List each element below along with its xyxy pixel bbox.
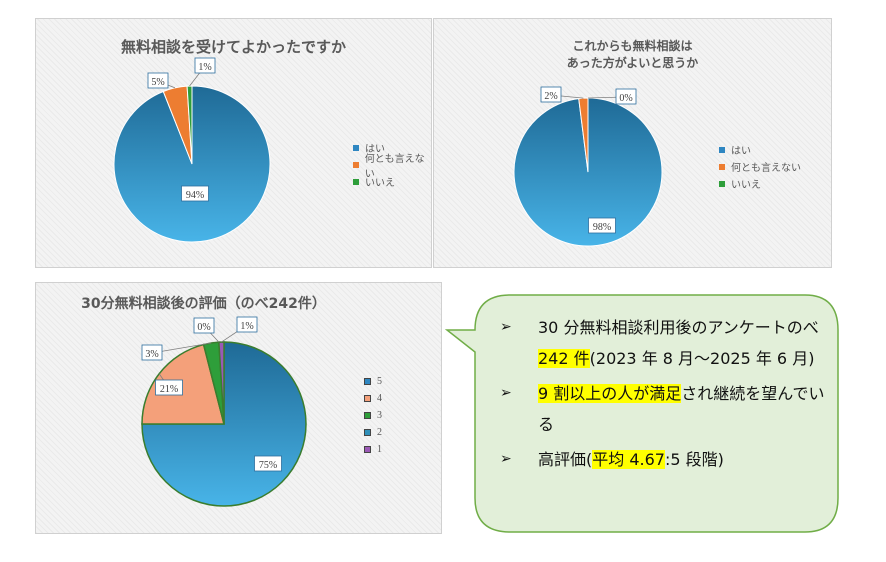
legend-label: 何とも言えない <box>731 163 801 174</box>
legend-swatch <box>353 178 359 185</box>
legend-swatch <box>353 161 359 168</box>
data-label-box <box>588 217 616 234</box>
legend-item: 1 <box>364 441 382 458</box>
legend-label: はい <box>731 146 751 157</box>
legend-swatch <box>364 412 371 419</box>
data-label-box <box>141 344 163 361</box>
legend-item: はい <box>719 141 801 158</box>
data-label: 75% <box>259 460 277 471</box>
chart-title: 無料相談を受けてよかったですか <box>120 38 346 56</box>
summary-text-segment: :5 段階) <box>664 450 724 469</box>
legend-label: 1 <box>377 444 382 455</box>
summary-text-segment: (2023 年 8 月～2025 年 6 月) <box>589 349 815 368</box>
summary-text-segment: され継続を望んでいる <box>538 384 825 434</box>
bullet-arrow-icon: ➢ <box>500 319 512 335</box>
legend-item: いいえ <box>719 175 801 192</box>
legend-swatch <box>364 395 371 402</box>
chart-legend: はい 何とも言えない いいえ <box>353 139 431 190</box>
legend-label: 2 <box>377 427 382 438</box>
legend-item: 何とも言えない <box>353 154 431 180</box>
pie-chart-rating: 75% 21% 3% 0% 1% <box>141 316 307 507</box>
legend-item: 3 <box>364 407 382 424</box>
data-label-box <box>147 72 169 89</box>
data-label-box <box>254 455 282 472</box>
pie-slice-1 <box>218 341 225 425</box>
legend-label: 3 <box>377 410 382 421</box>
chart-panel-3: 30分無料相談後の評価（のべ242件） 75% 21% 3% 0% 1% 5 4 3 2 1 <box>35 282 442 534</box>
legend-label: いいえ <box>731 180 761 191</box>
legend-label: 5 <box>377 376 382 387</box>
chart-legend: 5 4 3 2 1 <box>364 373 382 458</box>
data-label: 98% <box>593 222 611 233</box>
legend-item: 2 <box>364 424 382 441</box>
legend-item: いいえ <box>353 173 431 190</box>
chart-panel-2: これからも無料相談は あった方がよいと思うか 98% 2% 0% はい何とも言えない… <box>433 18 832 268</box>
summary-item: ➢ 高評価(平均 4.67:5 段階) <box>500 444 830 475</box>
data-label: 1% <box>240 321 253 332</box>
legend-label: 4 <box>377 393 382 404</box>
legend-item: はい <box>353 139 431 156</box>
legend-label: いいえ <box>365 178 395 189</box>
legend-swatch <box>353 144 359 151</box>
data-label: 94% <box>186 190 204 201</box>
data-label-box <box>615 88 637 105</box>
data-label: 21% <box>160 384 178 395</box>
legend-item: 5 <box>364 373 382 390</box>
bullet-arrow-icon: ➢ <box>500 451 512 467</box>
legend-swatch <box>719 146 725 153</box>
chart-legend: はい何とも言えない いいえ <box>719 141 801 192</box>
data-label: 5% <box>151 77 164 88</box>
chart-title-line-1: これからも無料相談は <box>572 39 693 53</box>
legend-swatch <box>364 378 371 385</box>
legend-swatch <box>364 429 371 436</box>
bullet-arrow-icon: ➢ <box>500 385 512 401</box>
data-label: 0% <box>197 322 210 333</box>
legend-item: 何とも言えない <box>719 158 801 175</box>
data-label: 1% <box>198 62 211 73</box>
data-label-box <box>155 379 183 396</box>
summary-text-segment: 高評価( <box>538 450 593 469</box>
chart-panel-1: 無料相談を受けてよかったですか 94% 5% 1% はい 何とも言えない いいえ <box>35 18 432 268</box>
summary-text-segment: 30 分無料相談利用後のアンケートのべ <box>538 318 819 337</box>
data-label-box <box>193 317 215 334</box>
chart-title: 30分無料相談後の評価（のべ242件） <box>81 296 326 312</box>
data-label-box <box>236 316 258 333</box>
summary-item: ➢ 30 分無料相談利用後のアンケートのべ 242 件(2023 年 8 月～20… <box>500 312 830 374</box>
data-label-box <box>181 185 209 202</box>
legend-label: はい <box>365 144 385 155</box>
data-label: 3% <box>145 349 158 360</box>
pie-chart-satisfaction: 94% 5% 1% <box>113 57 271 243</box>
legend-item: 4 <box>364 390 382 407</box>
data-label-box <box>194 57 216 74</box>
pie-slice-いいえ <box>186 85 193 165</box>
data-label: 2% <box>544 91 557 102</box>
legend-label: 何とも言えない <box>364 153 425 180</box>
summary-item: ➢ 9 割以上の人が満足され継続を望んでいる <box>500 378 830 440</box>
chart-title-line-2: あった方がよいと思うか <box>566 56 699 70</box>
summary-text: ➢ 30 分無料相談利用後のアンケートのべ 242 件(2023 年 8 月～20… <box>500 312 830 475</box>
legend-swatch <box>719 163 725 170</box>
data-label: 0% <box>619 93 632 104</box>
legend-swatch <box>719 180 725 187</box>
pie-chart-continue: 98% 2% 0% <box>513 86 663 247</box>
highlighted-text: 242 件 <box>538 349 590 368</box>
legend-swatch <box>364 446 371 453</box>
highlighted-text: 平均 4.67 <box>592 450 665 469</box>
highlighted-text: 9 割以上の人が満足 <box>538 384 682 403</box>
data-label-box <box>540 86 562 103</box>
